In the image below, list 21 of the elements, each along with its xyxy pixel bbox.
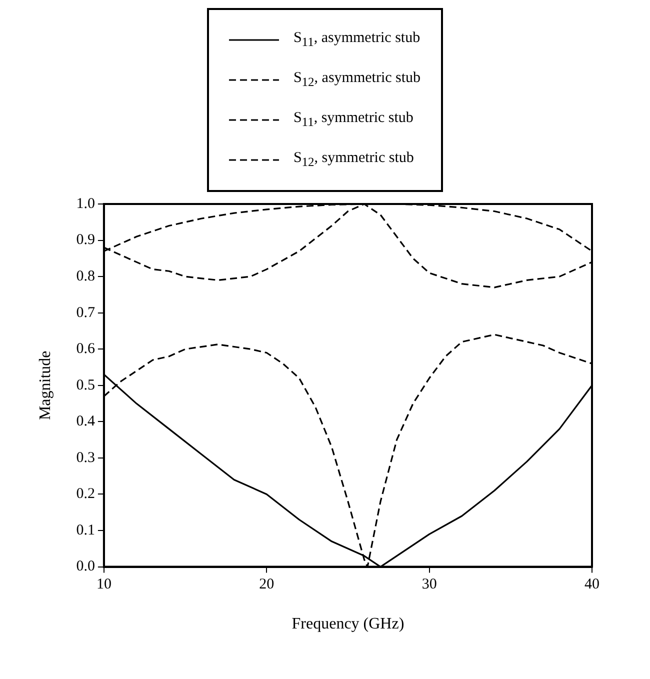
y-tick-label: 0.1	[76, 522, 95, 538]
y-tick-label: 0.7	[76, 304, 96, 321]
y-tick-label: 0.9	[76, 232, 95, 248]
legend-label: S$_{11}$, symmetric stub	[293, 110, 414, 130]
y-tick-label: 0.3	[76, 450, 95, 466]
legend-label: S$_{11}$, asymmetric stub	[293, 30, 420, 50]
y-tick-label: 0.8	[76, 268, 95, 284]
y-tick-label: 0.4	[76, 414, 96, 430]
y-tick-label: 1.0	[76, 196, 95, 212]
y-tick-label: 0.2	[76, 486, 95, 502]
legend-label: S$_{12}$, symmetric stub	[293, 150, 414, 170]
x-tick-label: 20	[259, 576, 274, 593]
y-tick-label: 0.6	[76, 341, 96, 358]
x-tick-label: 40	[584, 576, 600, 593]
y-axis-title: Magnitude	[36, 350, 54, 420]
legend-label: S$_{12}$, asymmetric stub	[293, 70, 421, 90]
y-tick-label: 0.5	[76, 377, 95, 394]
x-axis-title: Frequency (GHz)	[292, 616, 404, 633]
x-tick-label: 30	[422, 576, 437, 593]
x-tick-label: 10	[96, 576, 112, 593]
y-tick-label: 0.0	[76, 558, 95, 575]
